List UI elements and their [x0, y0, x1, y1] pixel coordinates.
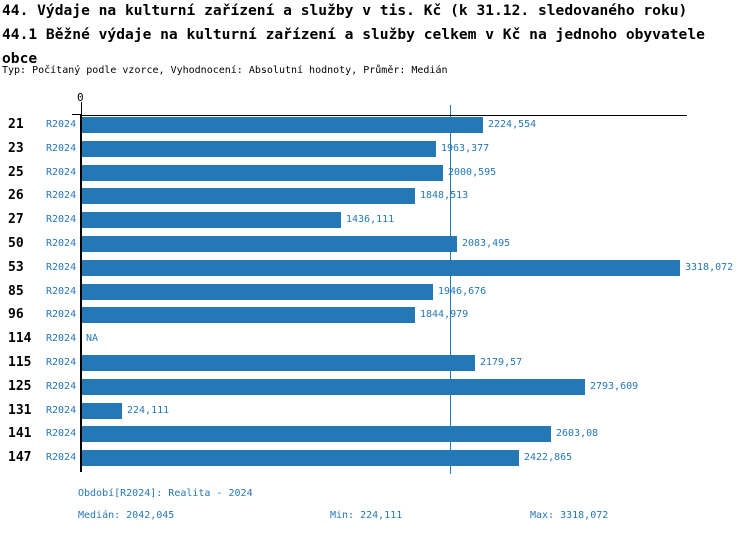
row-series-label: R2024 [46, 190, 77, 201]
bar-value-label: 2000,595 [448, 167, 497, 178]
row-series-label: R2024 [46, 262, 77, 273]
footer-median-stat: Medián: 2042,045 [78, 510, 175, 521]
x-axis-zero-tick [81, 102, 82, 115]
row-series-label: R2024 [46, 405, 77, 416]
row-category-label: 50 [8, 236, 24, 251]
row-category-label: 23 [8, 141, 24, 156]
row-series-label: R2024 [46, 309, 77, 320]
row-category-label: 125 [8, 379, 32, 394]
row-category-label: 26 [8, 188, 24, 203]
row-category-label: 115 [8, 355, 32, 370]
chart-title-line1: 44. Výdaje na kulturní zařízení a služby… [2, 2, 688, 19]
bar [82, 188, 415, 204]
footer-min-stat: Min: 224,111 [330, 510, 403, 521]
row-series-label: R2024 [46, 167, 77, 178]
row-series-label: R2024 [46, 381, 77, 392]
bar [82, 426, 551, 442]
chart-title-line2: 44.1 Běžné výdaje na kulturní zařízení a… [2, 26, 705, 43]
row-series-label: R2024 [46, 119, 77, 130]
bar-value-label: 1848,513 [420, 190, 469, 201]
bar [82, 307, 415, 323]
bar [82, 403, 122, 419]
median-line [450, 105, 451, 474]
bar-value-label: 2793,609 [590, 381, 639, 392]
footer-max-stat: Max: 3318,072 [530, 510, 609, 521]
bar-value-label: NA [86, 333, 99, 344]
bar [82, 284, 433, 300]
bar-value-label: 2083,495 [462, 238, 511, 249]
row-category-label: 147 [8, 450, 32, 465]
y-axis-line [80, 115, 82, 472]
row-series-label: R2024 [46, 357, 77, 368]
chart-type-subtitle: Typ: Počítaný podle vzorce, Vyhodnocení:… [2, 65, 448, 76]
bar-value-label: 224,111 [127, 405, 170, 416]
bar-value-label: 1946,676 [438, 286, 487, 297]
bar [82, 117, 483, 133]
row-category-label: 114 [8, 331, 32, 346]
bar [82, 212, 341, 228]
footer-period-label: Období[R2024]: Realita - 2024 [78, 488, 253, 499]
row-series-label: R2024 [46, 452, 77, 463]
y-axis-top-tick [72, 114, 81, 115]
bar-value-label: 2422,865 [524, 452, 573, 463]
bar-value-label: 2224,554 [488, 119, 537, 130]
x-axis-zero-label: 0 [77, 91, 84, 104]
bar-value-label: 3318,072 [685, 262, 734, 273]
row-category-label: 85 [8, 284, 24, 299]
bar [82, 141, 436, 157]
bar-value-label: 2603,08 [556, 428, 599, 439]
bar-value-label: 1844,979 [420, 309, 469, 320]
row-series-label: R2024 [46, 238, 77, 249]
bar [82, 260, 680, 276]
row-category-label: 27 [8, 212, 24, 227]
row-category-label: 25 [8, 165, 24, 180]
bar [82, 355, 475, 371]
row-category-label: 96 [8, 307, 24, 322]
row-series-label: R2024 [46, 428, 77, 439]
row-series-label: R2024 [46, 214, 77, 225]
row-series-label: R2024 [46, 333, 77, 344]
bar [82, 450, 519, 466]
bar-value-label: 2179,57 [480, 357, 523, 368]
bar [82, 236, 457, 252]
row-series-label: R2024 [46, 286, 77, 297]
row-series-label: R2024 [46, 143, 77, 154]
row-category-label: 21 [8, 117, 24, 132]
bar-value-label: 1963,377 [441, 143, 490, 154]
row-category-label: 53 [8, 260, 24, 275]
bar [82, 165, 443, 181]
chart-title-line3: obce [2, 50, 38, 67]
row-category-label: 131 [8, 403, 32, 418]
bar-value-label: 1436,111 [346, 214, 395, 225]
x-axis-line [81, 115, 687, 116]
row-category-label: 141 [8, 426, 32, 441]
bar [82, 379, 585, 395]
